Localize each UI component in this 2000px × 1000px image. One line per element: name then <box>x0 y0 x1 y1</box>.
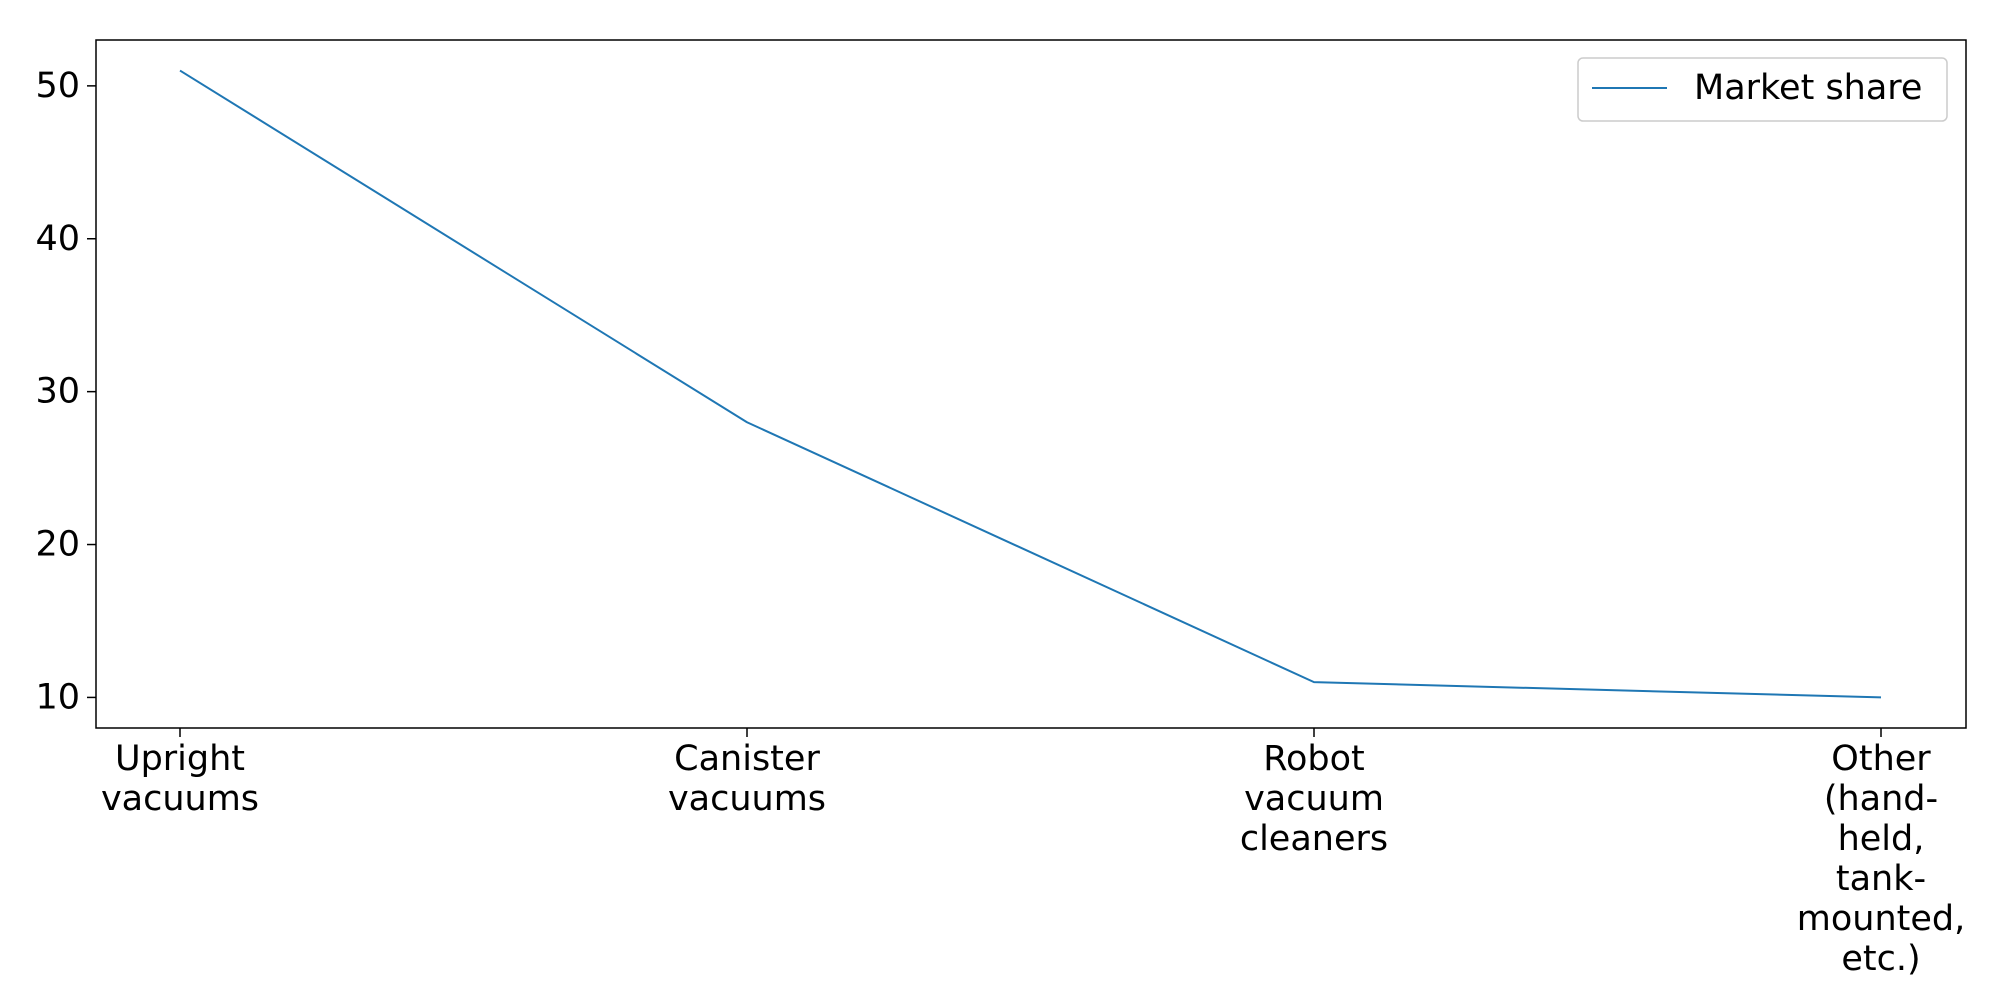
x-tick-label: Canister vacuums <box>668 739 826 819</box>
y-axis: 10 20 30 40 50 <box>35 66 96 717</box>
legend-box <box>1577 57 1948 122</box>
y-tick-label: 10 <box>35 677 80 717</box>
x-tick-label-line: Canister <box>674 739 820 779</box>
y-tick-label: 40 <box>35 219 80 259</box>
y-tick-label: 20 <box>35 525 80 565</box>
x-tick-label-line: held, <box>1838 819 1925 859</box>
x-tick-label: Upright vacuums <box>101 739 259 819</box>
x-tick-label-line: vacuums <box>668 779 826 819</box>
x-tick-label-line: mounted, <box>1797 899 1965 939</box>
series-line-market-share <box>179 69 1882 699</box>
x-tick-label-line: (hand- <box>1824 779 1938 819</box>
x-tick-label-line: etc.) <box>1841 939 1920 979</box>
x-tick-label-line: vacuum <box>1244 779 1384 819</box>
x-tick-label-line: Upright <box>115 739 245 779</box>
x-tick-label: Other (hand-held, tank-mounted, etc.) <box>1797 739 1965 979</box>
legend-label: Market share <box>1694 68 1922 108</box>
y-tick-label: 30 <box>35 372 80 412</box>
x-tick-label: Robot vacuum cleaners <box>1240 739 1388 859</box>
plot-area-frame <box>95 39 1967 729</box>
x-tick-label-line: vacuums <box>101 779 259 819</box>
x-tick-label-line: cleaners <box>1240 819 1388 859</box>
series-layer <box>179 69 1882 699</box>
y-tick-label: 50 <box>35 66 80 106</box>
x-tick-label-line: tank- <box>1836 859 1926 899</box>
x-tick-label-line: Robot <box>1263 739 1365 779</box>
legend: Market share <box>1577 57 1948 122</box>
x-tick-label-line: Other <box>1831 739 1931 779</box>
